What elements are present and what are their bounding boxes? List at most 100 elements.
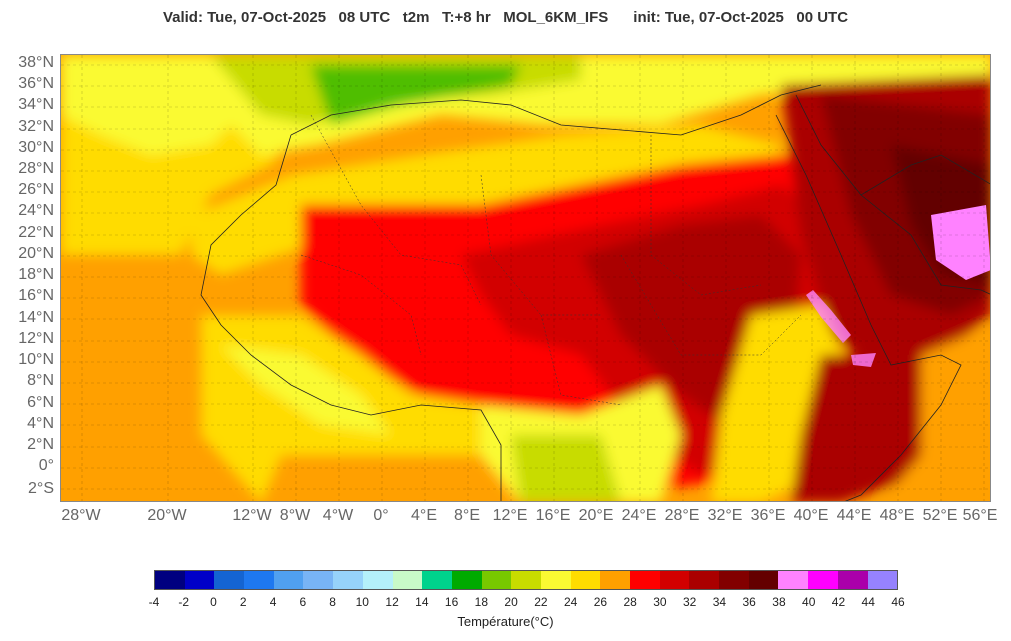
color-scale-tick: 46 (891, 595, 905, 609)
color-scale-tick: 16 (444, 595, 459, 609)
lat-label: 30°N (18, 139, 54, 156)
lon-label: 20°W (147, 507, 187, 524)
color-scale-tick: 14 (415, 595, 429, 609)
color-scale-tick: 42 (831, 595, 846, 609)
color-scale-swatch (630, 571, 660, 589)
lon-label: 52°E (922, 507, 958, 524)
color-scale-swatch (481, 571, 512, 589)
lon-label: 0° (373, 507, 389, 524)
color-scale-swatch (748, 571, 779, 589)
lon-label: 36°E (750, 507, 786, 524)
lon-label: 44°E (836, 507, 872, 524)
color-scale-swatch (689, 571, 720, 589)
lat-label: 2°N (27, 436, 54, 453)
lon-label: 28°W (61, 507, 101, 524)
color-scale-tick: 10 (355, 595, 369, 609)
lon-label: 32°E (707, 507, 743, 524)
lat-label: 12°N (18, 330, 54, 347)
color-scale-tick: 8 (329, 595, 336, 609)
lat-label: 2°S (28, 480, 54, 497)
lat-label: 36°N (18, 75, 54, 92)
lat-label: 32°N (18, 118, 54, 135)
color-scale-tick: -4 (148, 595, 160, 609)
color-scale-label: Température(°C) (457, 614, 554, 629)
color-scale-tick: 4 (269, 595, 277, 609)
lat-label: 28°N (18, 160, 54, 177)
lon-label: 4°E (411, 507, 437, 524)
color-scale-tick: 38 (772, 595, 786, 609)
color-scale-swatch (392, 571, 423, 589)
lat-label: 38°N (18, 54, 54, 71)
color-scale-swatch (155, 571, 185, 589)
temperature-map (60, 54, 991, 502)
color-scale-swatch (719, 571, 749, 589)
lon-label: 8°E (454, 507, 480, 524)
lat-label: 20°N (18, 245, 54, 262)
color-scale-swatch (303, 571, 334, 589)
color-scale-tick: 12 (385, 595, 399, 609)
color-scale-swatch (333, 571, 363, 589)
lon-label: 48°E (879, 507, 915, 524)
lat-label: 16°N (18, 287, 54, 304)
lat-label: 4°N (27, 415, 54, 432)
color-scale-tick: 24 (563, 595, 578, 609)
color-scale-tick: 28 (623, 595, 637, 609)
hot-spot-red-sea (806, 290, 851, 343)
forecast-step: T:+8 hr (441, 9, 491, 26)
color-scale-swatch (570, 571, 601, 589)
lat-label: 10°N (18, 351, 54, 368)
color-scale-bar (154, 570, 898, 590)
color-scale-tick: 22 (534, 595, 548, 609)
color-scale-swatch (244, 571, 274, 589)
color-scale-tick: 2 (239, 595, 247, 609)
color-scale-swatch (540, 571, 571, 589)
color-scale-swatch (808, 571, 838, 589)
color-scale-tick: 44 (861, 595, 875, 609)
lon-label: 16°E (535, 507, 571, 524)
color-scale-swatch (600, 571, 630, 589)
country-borders (300, 114, 802, 406)
lat-label: 0° (38, 457, 54, 474)
model-name: MOL_6KM_IFS (503, 9, 609, 26)
temperature-zones (61, 55, 990, 501)
color-scale-swatch (778, 571, 809, 589)
color-scale-swatch (214, 571, 245, 589)
valid-time: Valid: Tue, 07-Oct-2025 08 UTC (162, 9, 391, 26)
lat-label: 34°N (18, 96, 54, 113)
lat-label: 6°N (27, 394, 54, 411)
color-scale-tick: 18 (474, 595, 489, 609)
field-name: t2m (402, 9, 430, 26)
lon-label: 20°E (578, 507, 614, 524)
lat-label: 22°N (18, 224, 54, 241)
color-scale-tick: 20 (504, 595, 518, 609)
lat-label: 14°N (18, 309, 54, 326)
color-scale-swatch (837, 571, 868, 589)
color-scale-tick: 40 (802, 595, 816, 609)
init-time: init: Tue, 07-Oct-2025 00 UTC (633, 9, 849, 26)
color-scale-swatch (273, 571, 304, 589)
lat-label: 26°N (18, 181, 54, 198)
color-scale-tick: -2 (178, 595, 190, 609)
lat-label: 18°N (18, 266, 54, 283)
color-scale-swatch (184, 571, 215, 589)
color-scale-tick: 36 (742, 595, 756, 609)
lon-label: 28°E (664, 507, 700, 524)
color-scale-swatch (659, 571, 690, 589)
color-scale-tick: 34 (712, 595, 727, 609)
color-scale-tick: 30 (653, 595, 667, 609)
map-title: Valid: Tue, 07-Oct-2025 08 UTC t2m T:+8 … (0, 9, 1011, 26)
lon-label: 40°E (793, 507, 829, 524)
temperature-field (61, 55, 990, 501)
color-scale-swatch (451, 571, 482, 589)
hot-spot-rub-al-khali (931, 205, 990, 280)
color-scale-swatch (511, 571, 541, 589)
color-scale-tick: 32 (682, 595, 697, 609)
lon-label: 8°W (279, 507, 311, 524)
lat-label: 24°N (18, 202, 54, 219)
hot-spot-afar (851, 353, 876, 367)
lat-label: 8°N (27, 372, 54, 389)
lon-label: 56°E (962, 507, 998, 524)
coastlines (200, 84, 990, 501)
color-scale-swatch (422, 571, 452, 589)
lon-label: 12°W (232, 507, 272, 524)
